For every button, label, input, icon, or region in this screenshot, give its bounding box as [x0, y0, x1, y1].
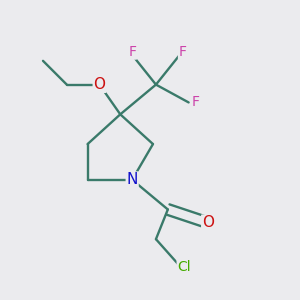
Text: O: O — [202, 215, 214, 230]
Text: F: F — [179, 45, 187, 59]
Text: Cl: Cl — [177, 260, 191, 274]
Text: N: N — [127, 172, 138, 187]
Text: O: O — [94, 77, 106, 92]
Text: F: F — [192, 95, 200, 110]
Text: F: F — [128, 45, 136, 59]
